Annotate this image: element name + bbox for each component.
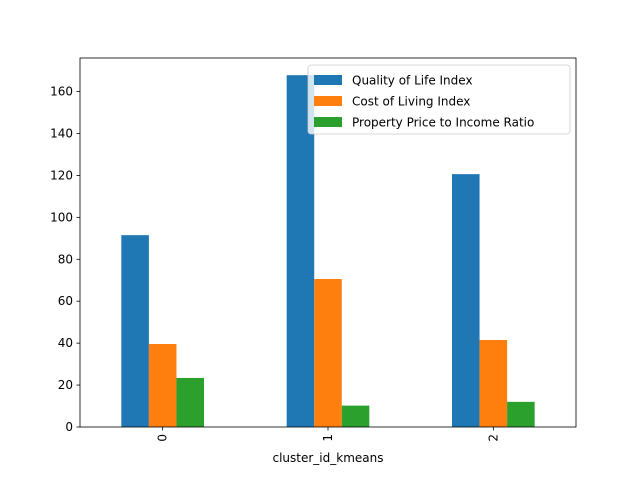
bar-3-cluster-2	[507, 401, 535, 427]
bar-1-cluster-0	[121, 235, 149, 427]
bar-3-cluster-1	[341, 405, 370, 427]
x-tick-label: 2	[486, 434, 500, 442]
y-tick-label: 100	[50, 210, 73, 224]
legend-swatch	[314, 96, 342, 106]
legend-label: Cost of Living Index	[352, 95, 470, 109]
y-tick-label: 140	[50, 126, 73, 140]
bars-layer	[121, 75, 535, 427]
bar-2-cluster-0	[148, 343, 177, 427]
legend-box	[307, 64, 571, 135]
legend-label: Quality of Life Index	[352, 74, 473, 88]
y-tick-label: 20	[58, 378, 73, 392]
x-tick-label: 1	[321, 434, 335, 442]
bar-2-cluster-1	[314, 278, 342, 427]
axes-layer: 0 20 40 60 80 100 120 140 160 0 1 2	[50, 57, 577, 442]
bar-2-cluster-2	[479, 339, 508, 427]
legend: Quality of Life Index Cost of Living Inde…	[307, 64, 571, 135]
y-tick-label: 40	[58, 336, 73, 350]
y-tick-label: 160	[50, 85, 73, 99]
y-tick-label: 120	[50, 168, 73, 182]
legend-swatch	[314, 117, 342, 127]
bar-1-cluster-2	[452, 174, 480, 427]
y-tick-label: 0	[65, 420, 73, 434]
bar-3-cluster-0	[176, 377, 204, 427]
legend-label: Property Price to Income Ratio	[352, 116, 534, 130]
x-axis-label: cluster_id_kmeans	[273, 451, 384, 465]
y-tick-label: 80	[58, 252, 73, 266]
legend-swatch	[314, 75, 342, 85]
x-tick-label: 0	[156, 434, 170, 442]
y-tick-label: 60	[58, 294, 73, 308]
